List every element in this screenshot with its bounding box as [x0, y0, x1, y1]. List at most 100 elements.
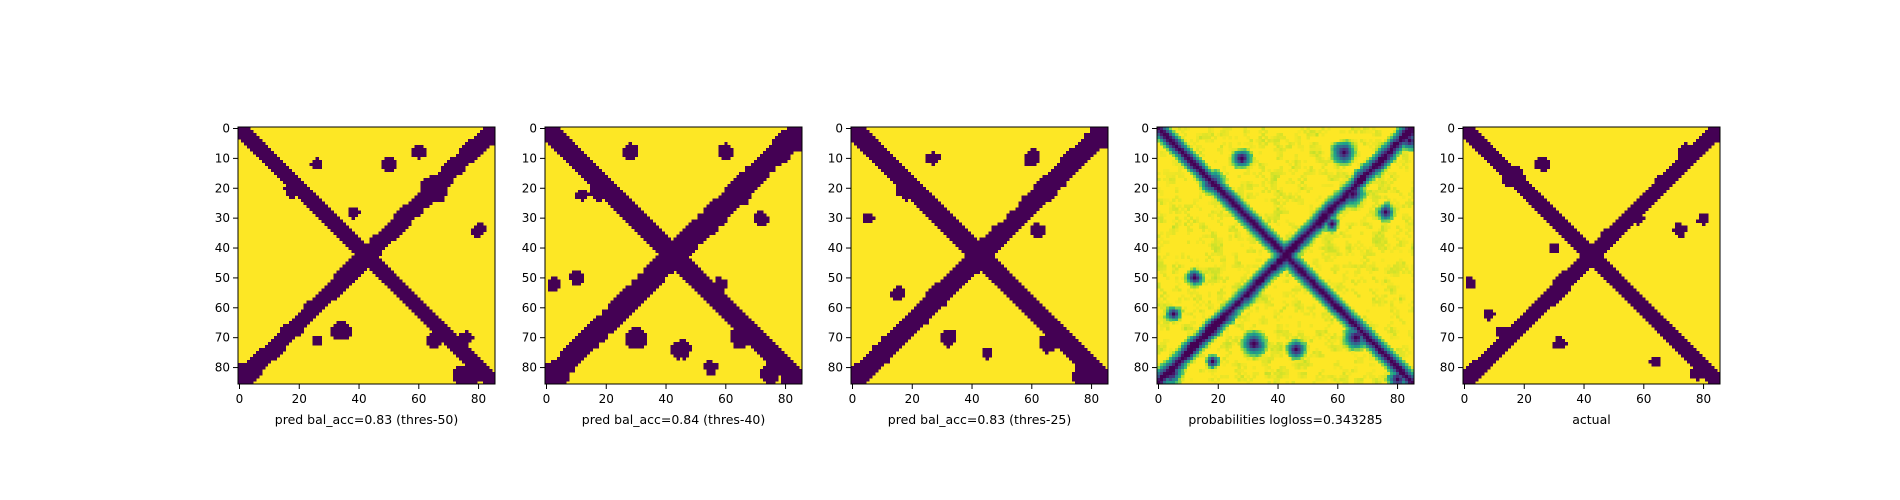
heatmap-cell: [1021, 309, 1025, 313]
heatmap-cell: [940, 285, 944, 289]
heatmap-cell: [577, 159, 582, 164]
heatmap-cell: [901, 192, 906, 197]
heatmap-cell: [309, 207, 314, 212]
heatmap-cell: [411, 297, 415, 301]
heatmap-cell: [1066, 345, 1070, 349]
heatmap-cell: [898, 297, 903, 301]
heatmap-cell: [447, 162, 451, 167]
heatmap-cell: [330, 216, 334, 220]
heatmap-cell: [988, 267, 992, 271]
heatmap-cell: [601, 183, 606, 188]
heatmap-cell: [646, 216, 650, 220]
heatmap-cell: [462, 366, 466, 370]
heatmap-cell: [1084, 357, 1088, 361]
heatmap-cell: [856, 127, 861, 131]
heatmap-cell: [1042, 342, 1046, 346]
heatmap-cell: [249, 357, 254, 361]
heatmap-cell: [258, 153, 263, 158]
heatmap-cell: [462, 162, 466, 167]
heatmap-cell: [595, 180, 600, 185]
heatmap-cell: [631, 297, 635, 301]
heatmap-cell: [1045, 327, 1049, 331]
heatmap-cell: [238, 372, 242, 376]
heatmap-cell: [372, 264, 376, 268]
heatmap-cell: [877, 351, 882, 355]
heatmap-cell: [880, 342, 885, 346]
heatmap-cell: [426, 186, 430, 191]
heatmap-cell: [297, 312, 302, 316]
heatmap-cell: [910, 312, 915, 316]
heatmap-cell: [877, 348, 882, 352]
heatmap-cell: [1057, 162, 1061, 167]
heatmap-cell: [883, 357, 888, 361]
heatmap-cell: [925, 213, 930, 217]
heatmap-cell: [979, 264, 983, 268]
heatmap-cell: [652, 264, 656, 268]
heatmap-cell: [393, 237, 397, 241]
heatmap-cell: [1087, 141, 1091, 146]
heatmap-cell: [291, 177, 296, 182]
heatmap-cell: [357, 210, 361, 215]
heatmap-cell: [985, 357, 989, 361]
heatmap-cell: [414, 147, 418, 152]
heatmap-cell: [1015, 291, 1019, 295]
heatmap-cell: [577, 165, 582, 170]
heatmap-cell: [384, 240, 388, 244]
heatmap-cell: [736, 177, 740, 182]
heatmap-cell: [420, 180, 424, 185]
heatmap-cell: [625, 150, 630, 155]
heatmap-cell: [748, 165, 752, 170]
heatmap-cell: [471, 147, 475, 152]
heatmap-cell: [583, 156, 588, 161]
heatmap-cell: [694, 246, 698, 250]
heatmap-cell: [955, 273, 959, 277]
heatmap-cell: [769, 162, 773, 167]
heatmap-cell: [862, 135, 867, 140]
heatmap-cell: [670, 345, 674, 349]
heatmap-cell: [607, 321, 612, 325]
heatmap-cell: [940, 222, 944, 226]
heatmap-cell: [477, 141, 481, 146]
heatmap-cell: [1027, 303, 1031, 307]
heatmap-cell: [880, 354, 885, 358]
heatmap-cell: [565, 348, 570, 352]
heatmap-cell: [396, 222, 400, 226]
heatmap-cell: [706, 222, 710, 226]
heatmap-cell: [447, 177, 451, 182]
heatmap-cell: [474, 228, 478, 232]
heatmap-cell: [441, 168, 445, 173]
heatmap-cell: [363, 261, 367, 265]
heatmap-cell: [1042, 201, 1046, 206]
heatmap-cell: [697, 237, 701, 241]
heatmap-cell: [883, 165, 888, 170]
heatmap-cell: [333, 288, 337, 292]
heatmap-cell: [781, 372, 785, 376]
heatmap-cell: [988, 276, 992, 280]
heatmap-cell: [261, 141, 266, 146]
heatmap-cell: [619, 306, 624, 310]
heatmap-cell: [772, 351, 776, 355]
heatmap-cell: [459, 366, 463, 370]
heatmap-cell: [432, 318, 436, 322]
heatmap-cell: [249, 363, 254, 367]
heatmap-cell: [1021, 204, 1025, 209]
heatmap-cell: [1024, 288, 1028, 292]
heatmap-cell: [718, 213, 722, 217]
heatmap-cell: [477, 132, 481, 137]
heatmap-cell: [700, 222, 704, 226]
heatmap-cell: [871, 141, 876, 146]
heatmap-cell: [757, 162, 761, 167]
heatmap-cell: [682, 354, 686, 358]
heatmap-cell: [255, 363, 260, 367]
heatmap-cell: [369, 267, 373, 271]
heatmap-cell: [643, 279, 647, 283]
heatmap-cell: [604, 315, 609, 319]
heatmap-cell: [961, 249, 965, 253]
heatmap-cell: [243, 363, 248, 367]
heatmap-cell: [354, 234, 358, 238]
heatmap-cell: [580, 330, 585, 334]
heatmap-cell: [787, 156, 791, 161]
heatmap-cell: [694, 285, 698, 289]
heatmap-cell: [745, 330, 749, 334]
heatmap-cell: [571, 270, 576, 274]
